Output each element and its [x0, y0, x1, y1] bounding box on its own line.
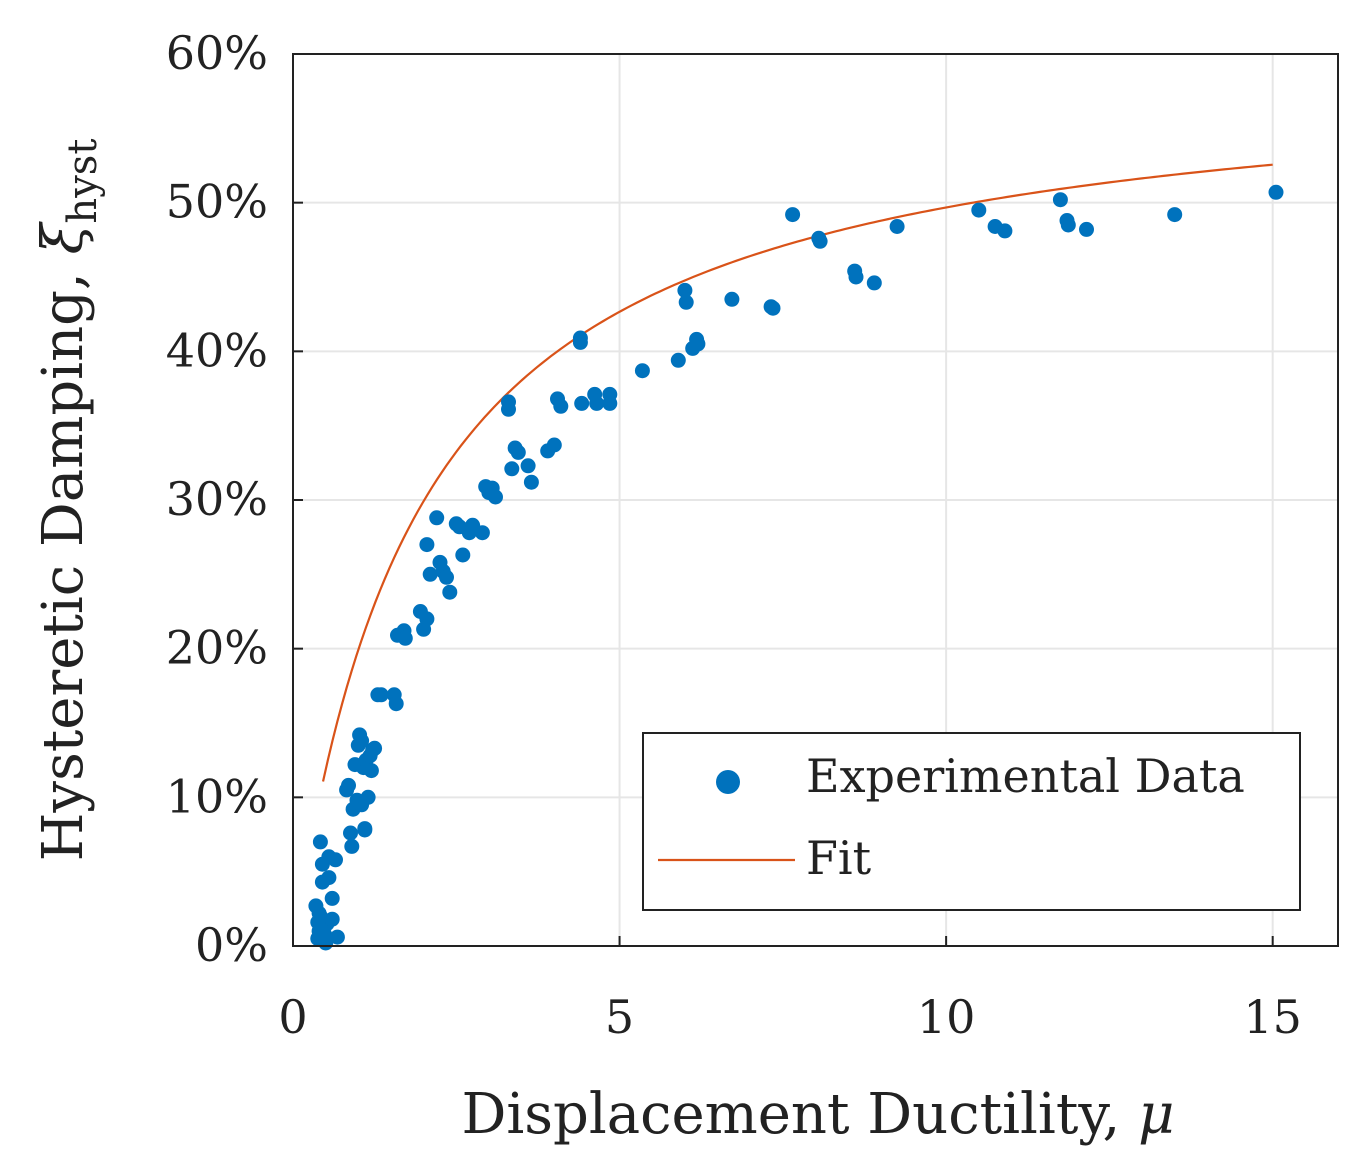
data-point [439, 569, 454, 585]
legend: Experimental Data Fit [642, 732, 1301, 911]
y-axis-label: Hysteretic Damping, ξhyst [31, 139, 106, 862]
data-point [1060, 217, 1076, 233]
data-point [520, 458, 536, 474]
data-point [442, 584, 458, 600]
data-point [889, 219, 905, 234]
legend-label-fit: Fit [806, 831, 872, 885]
y-tick-label: 20% [166, 621, 268, 675]
data-point [690, 336, 706, 352]
x-tick-label: 0 [278, 990, 307, 1044]
x-axis-label: Displacement Ductility, μ [461, 1082, 1174, 1147]
y-tick-label: 0% [195, 918, 268, 972]
y-tick-label: 60% [166, 26, 268, 80]
data-point [724, 291, 740, 307]
data-point [312, 908, 328, 924]
data-point [474, 525, 490, 541]
data-point [324, 911, 340, 927]
data-point [314, 856, 330, 872]
data-point [429, 510, 445, 526]
x-tick-label: 10 [917, 990, 976, 1044]
data-point [329, 929, 345, 945]
data-point [363, 763, 379, 779]
y-tick-label: 10% [166, 769, 268, 823]
legend-label-experimental-data: Experimental Data [806, 749, 1245, 803]
data-point [848, 269, 864, 285]
data-point [812, 233, 828, 249]
legend-box [642, 732, 1301, 911]
data-point [1079, 221, 1094, 237]
data-point [546, 437, 562, 453]
data-point [510, 444, 526, 460]
experimental-data-series [308, 184, 1284, 951]
data-point [501, 401, 516, 417]
data-point [572, 334, 588, 350]
x-tick-label: 15 [1243, 990, 1302, 1044]
data-point [312, 834, 328, 850]
data-point [574, 395, 590, 411]
data-point [422, 566, 438, 582]
data-point [354, 797, 370, 813]
fit-series [321, 163, 1273, 782]
data-point [455, 547, 471, 563]
data-point [785, 207, 801, 223]
data-point [1268, 184, 1284, 200]
data-point [589, 395, 605, 411]
axis-ticks [292, 53, 1274, 947]
y-tick-label: 50% [166, 175, 268, 229]
data-point [765, 300, 781, 316]
x-tick-label: 5 [605, 990, 634, 1044]
grid-lines [293, 54, 1338, 946]
data-point [354, 733, 370, 749]
data-point [324, 890, 340, 906]
data-point [397, 630, 413, 646]
data-point [419, 537, 435, 553]
data-point [971, 202, 987, 218]
y-tick-label: 40% [166, 323, 268, 377]
data-point [314, 932, 330, 948]
data-point [373, 687, 389, 703]
data-point [1052, 192, 1068, 208]
data-point [388, 696, 404, 712]
data-point [866, 275, 882, 291]
data-point [357, 822, 373, 838]
data-point [419, 611, 435, 627]
data-point [328, 852, 343, 868]
legend-marker-experimental-data [716, 770, 740, 794]
data-point [343, 825, 358, 841]
data-point [553, 398, 569, 414]
data-point [321, 870, 337, 886]
data-point [339, 782, 355, 798]
data-point [602, 395, 618, 411]
data-point [634, 363, 650, 379]
data-point [344, 838, 360, 854]
data-point [523, 474, 539, 490]
y-tick-label: 30% [166, 472, 268, 526]
tick-labels: 0 5 10 15 0% 10% 20% 30% 40% 50% 60% [166, 26, 1302, 1044]
data-point [1167, 207, 1183, 223]
data-point [677, 282, 693, 298]
data-point [997, 223, 1013, 239]
data-point [678, 294, 694, 310]
data-point [367, 740, 383, 756]
data-point [670, 352, 686, 368]
fit-curve [321, 163, 1273, 782]
data-point [504, 461, 520, 477]
data-point [488, 489, 503, 505]
